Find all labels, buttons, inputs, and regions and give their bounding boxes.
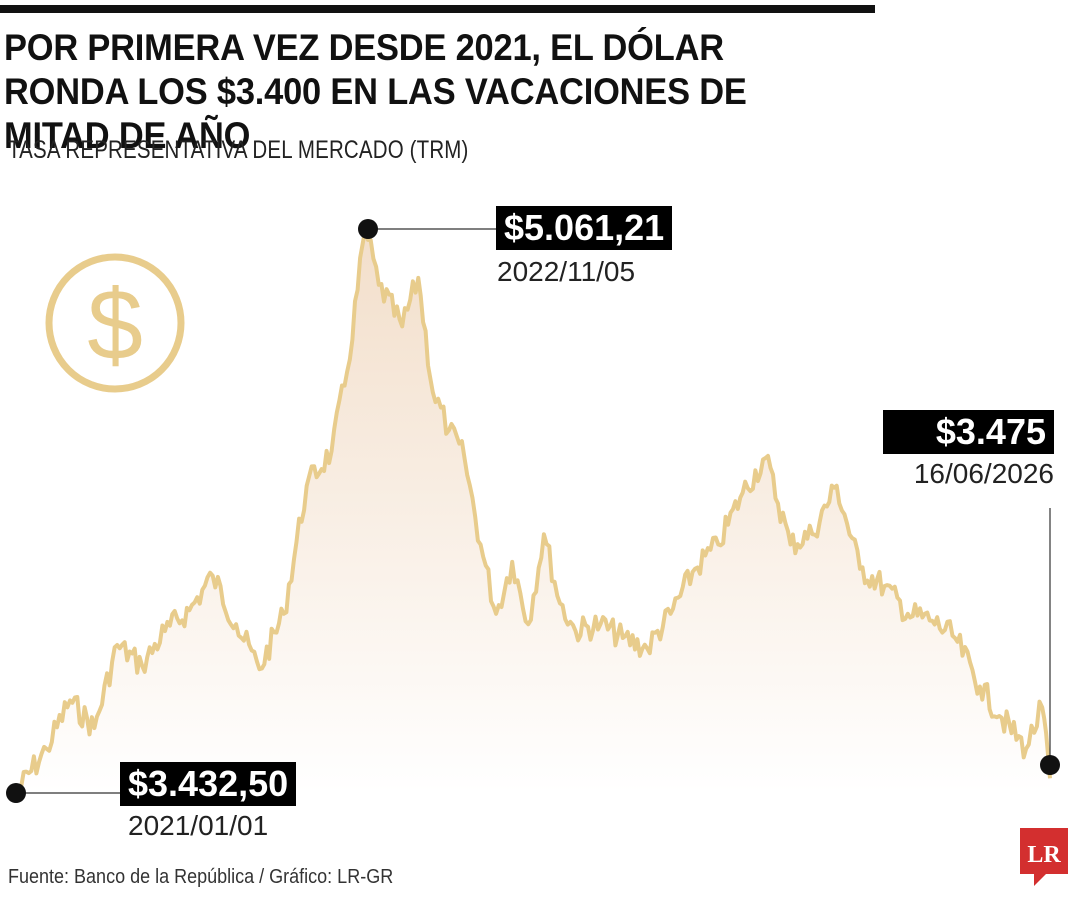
lr-logo-icon: LR: [1020, 828, 1068, 886]
start-date-label: 2021/01/01: [128, 810, 269, 841]
svg-text:$: $: [87, 269, 143, 381]
end-point-marker: [1040, 755, 1060, 775]
max-point-marker: [358, 219, 378, 239]
end-value-label: $3.475: [883, 410, 1054, 454]
top-rule: [0, 5, 875, 13]
price-line: [14, 227, 1052, 795]
price-area: [16, 229, 1050, 793]
source-note: Fuente: Banco de la República / Gráfico:…: [8, 866, 394, 888]
start-point-marker: [6, 783, 26, 803]
start-value-label: $3.432,50: [120, 762, 297, 806]
max-date-label: 2022/11/05: [497, 256, 636, 287]
dollar-coin-icon: $: [45, 253, 185, 393]
max-value-label: $5.061,21: [496, 206, 673, 250]
end-date-label: 16/06/2026: [913, 458, 1054, 489]
chart-title: POR PRIMERA VEZ DESDE 2021, EL DÓLAR RON…: [4, 27, 747, 156]
chart-subtitle: TASA REPRESENTATIVA DEL MERCADO (TRM): [8, 136, 469, 164]
lr-logo-text: LR: [1027, 842, 1061, 868]
